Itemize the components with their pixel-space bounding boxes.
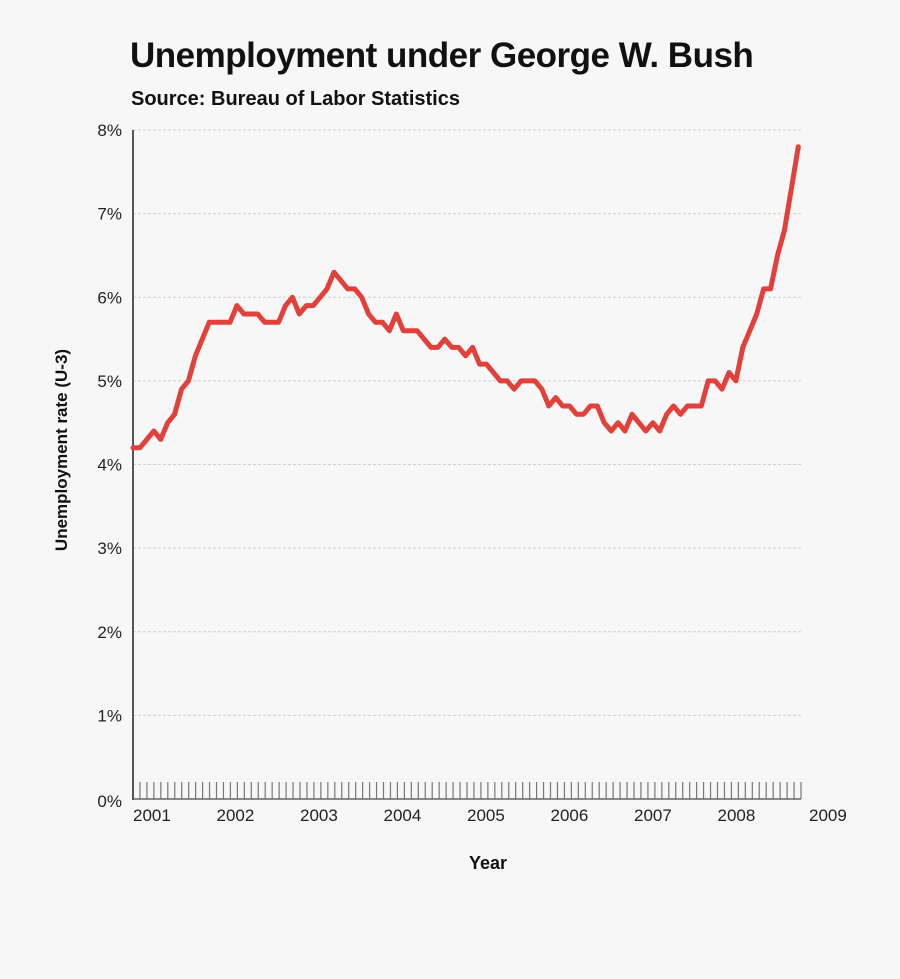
y-tick-label: 8% [97,121,122,140]
y-tick-label: 4% [97,456,122,475]
y-tick-label: 2% [97,623,122,642]
x-tick-label: 2003 [300,806,338,825]
x-tick-label: 2009 [809,806,847,825]
gridlines [133,129,801,716]
y-tick-label: 3% [97,539,122,558]
x-tick-label: 2002 [217,806,255,825]
chart-subtitle: Source: Bureau of Labor Statistics [131,88,460,110]
x-tick-label: 2007 [634,806,672,825]
x-tick-label: 2005 [467,806,505,825]
y-tick-label: 1% [97,706,122,725]
x-axis-ticks: 2001 2002 2003 2004 2005 2006 2007 2008 2009 [132,782,847,825]
y-tick-label: 5% [97,372,122,391]
x-tick-label: 2001 [133,806,171,825]
x-axis-label: Year [468,853,508,873]
y-tick-label: 0% [97,792,122,811]
x-tick-label: 2008 [718,806,756,825]
y-axis-ticks: 0% 1% 2% 3% 4% 5% 6% 7% 8% [97,121,122,811]
unemployment-line [130,144,801,451]
x-tick-label: 2004 [384,806,422,825]
x-tick-label: 2006 [551,806,589,825]
chart-title: Unemployment under George W. Bush [130,36,754,75]
y-tick-label: 7% [97,205,122,224]
y-tick-label: 6% [97,288,122,307]
